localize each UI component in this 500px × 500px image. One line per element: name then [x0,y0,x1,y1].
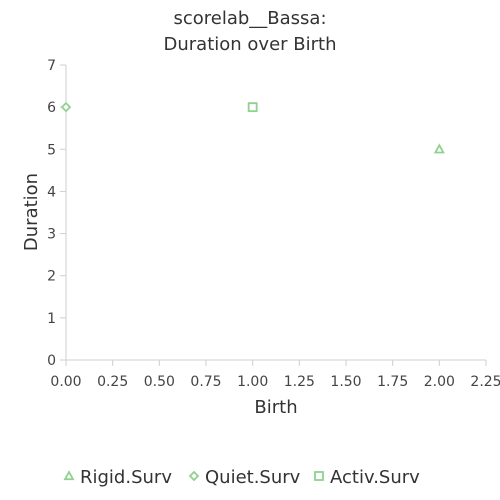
legend-marker-activ-surv [314,471,324,481]
x-tick-label: 1.75 [377,374,408,390]
legend-item-activ-surv: Activ.Surv [314,467,420,488]
data-points [60,101,445,154]
x-axis-label: Birth [254,397,297,418]
y-tick-label: 4 [47,184,56,200]
y-tick-label: 0 [47,353,56,369]
x-tick-label: 0.50 [144,374,175,390]
y-tick-label: 3 [47,227,56,243]
chart-title: scorelab__Bassa: Duration over Birth [164,8,337,55]
x-axis-ticks: 0.00 0.25 0.50 0.75 1.00 1.25 1.50 1.75 2.00 2.25 [50,360,500,390]
y-tick-label: 5 [47,142,56,158]
legend-item-rigid-surv: Rigid.Surv [63,467,172,488]
y-tick-label: 6 [47,100,56,116]
y-tick-label: 1 [47,311,56,327]
y-tick-label: 7 [47,58,56,74]
chart-title-line-2: Duration over Birth [164,34,337,55]
y-axis-label: Duration [21,173,42,251]
legend: Rigid.Surv Quiet.Surv Activ.Surv [63,467,420,488]
data-point-quiet-surv [60,101,72,113]
x-tick-label: 0.00 [50,374,81,390]
data-point-activ-surv [247,102,258,113]
legend-label: Activ.Surv [330,467,420,488]
x-tick-label: 1.25 [284,374,315,390]
x-tick-label: 1.00 [237,374,268,390]
x-tick-label: 0.75 [190,374,221,390]
legend-marker-quiet-surv [188,470,200,482]
legend-item-quiet-surv: Quiet.Surv [188,467,301,488]
x-tick-label: 0.25 [97,374,128,390]
legend-label: Rigid.Surv [80,467,172,488]
y-tick-label: 2 [47,269,56,285]
x-tick-label: 1.50 [330,374,361,390]
y-axis-ticks: 0 1 2 3 4 5 6 7 [47,58,66,369]
legend-marker-rigid-surv [63,470,75,481]
data-point-rigid-surv [433,143,445,154]
x-tick-label: 2.25 [470,374,500,390]
chart-title-line-1: scorelab__Bassa: [173,8,326,29]
axes [65,65,486,361]
x-tick-label: 2.00 [424,374,455,390]
legend-label: Quiet.Surv [205,467,301,488]
